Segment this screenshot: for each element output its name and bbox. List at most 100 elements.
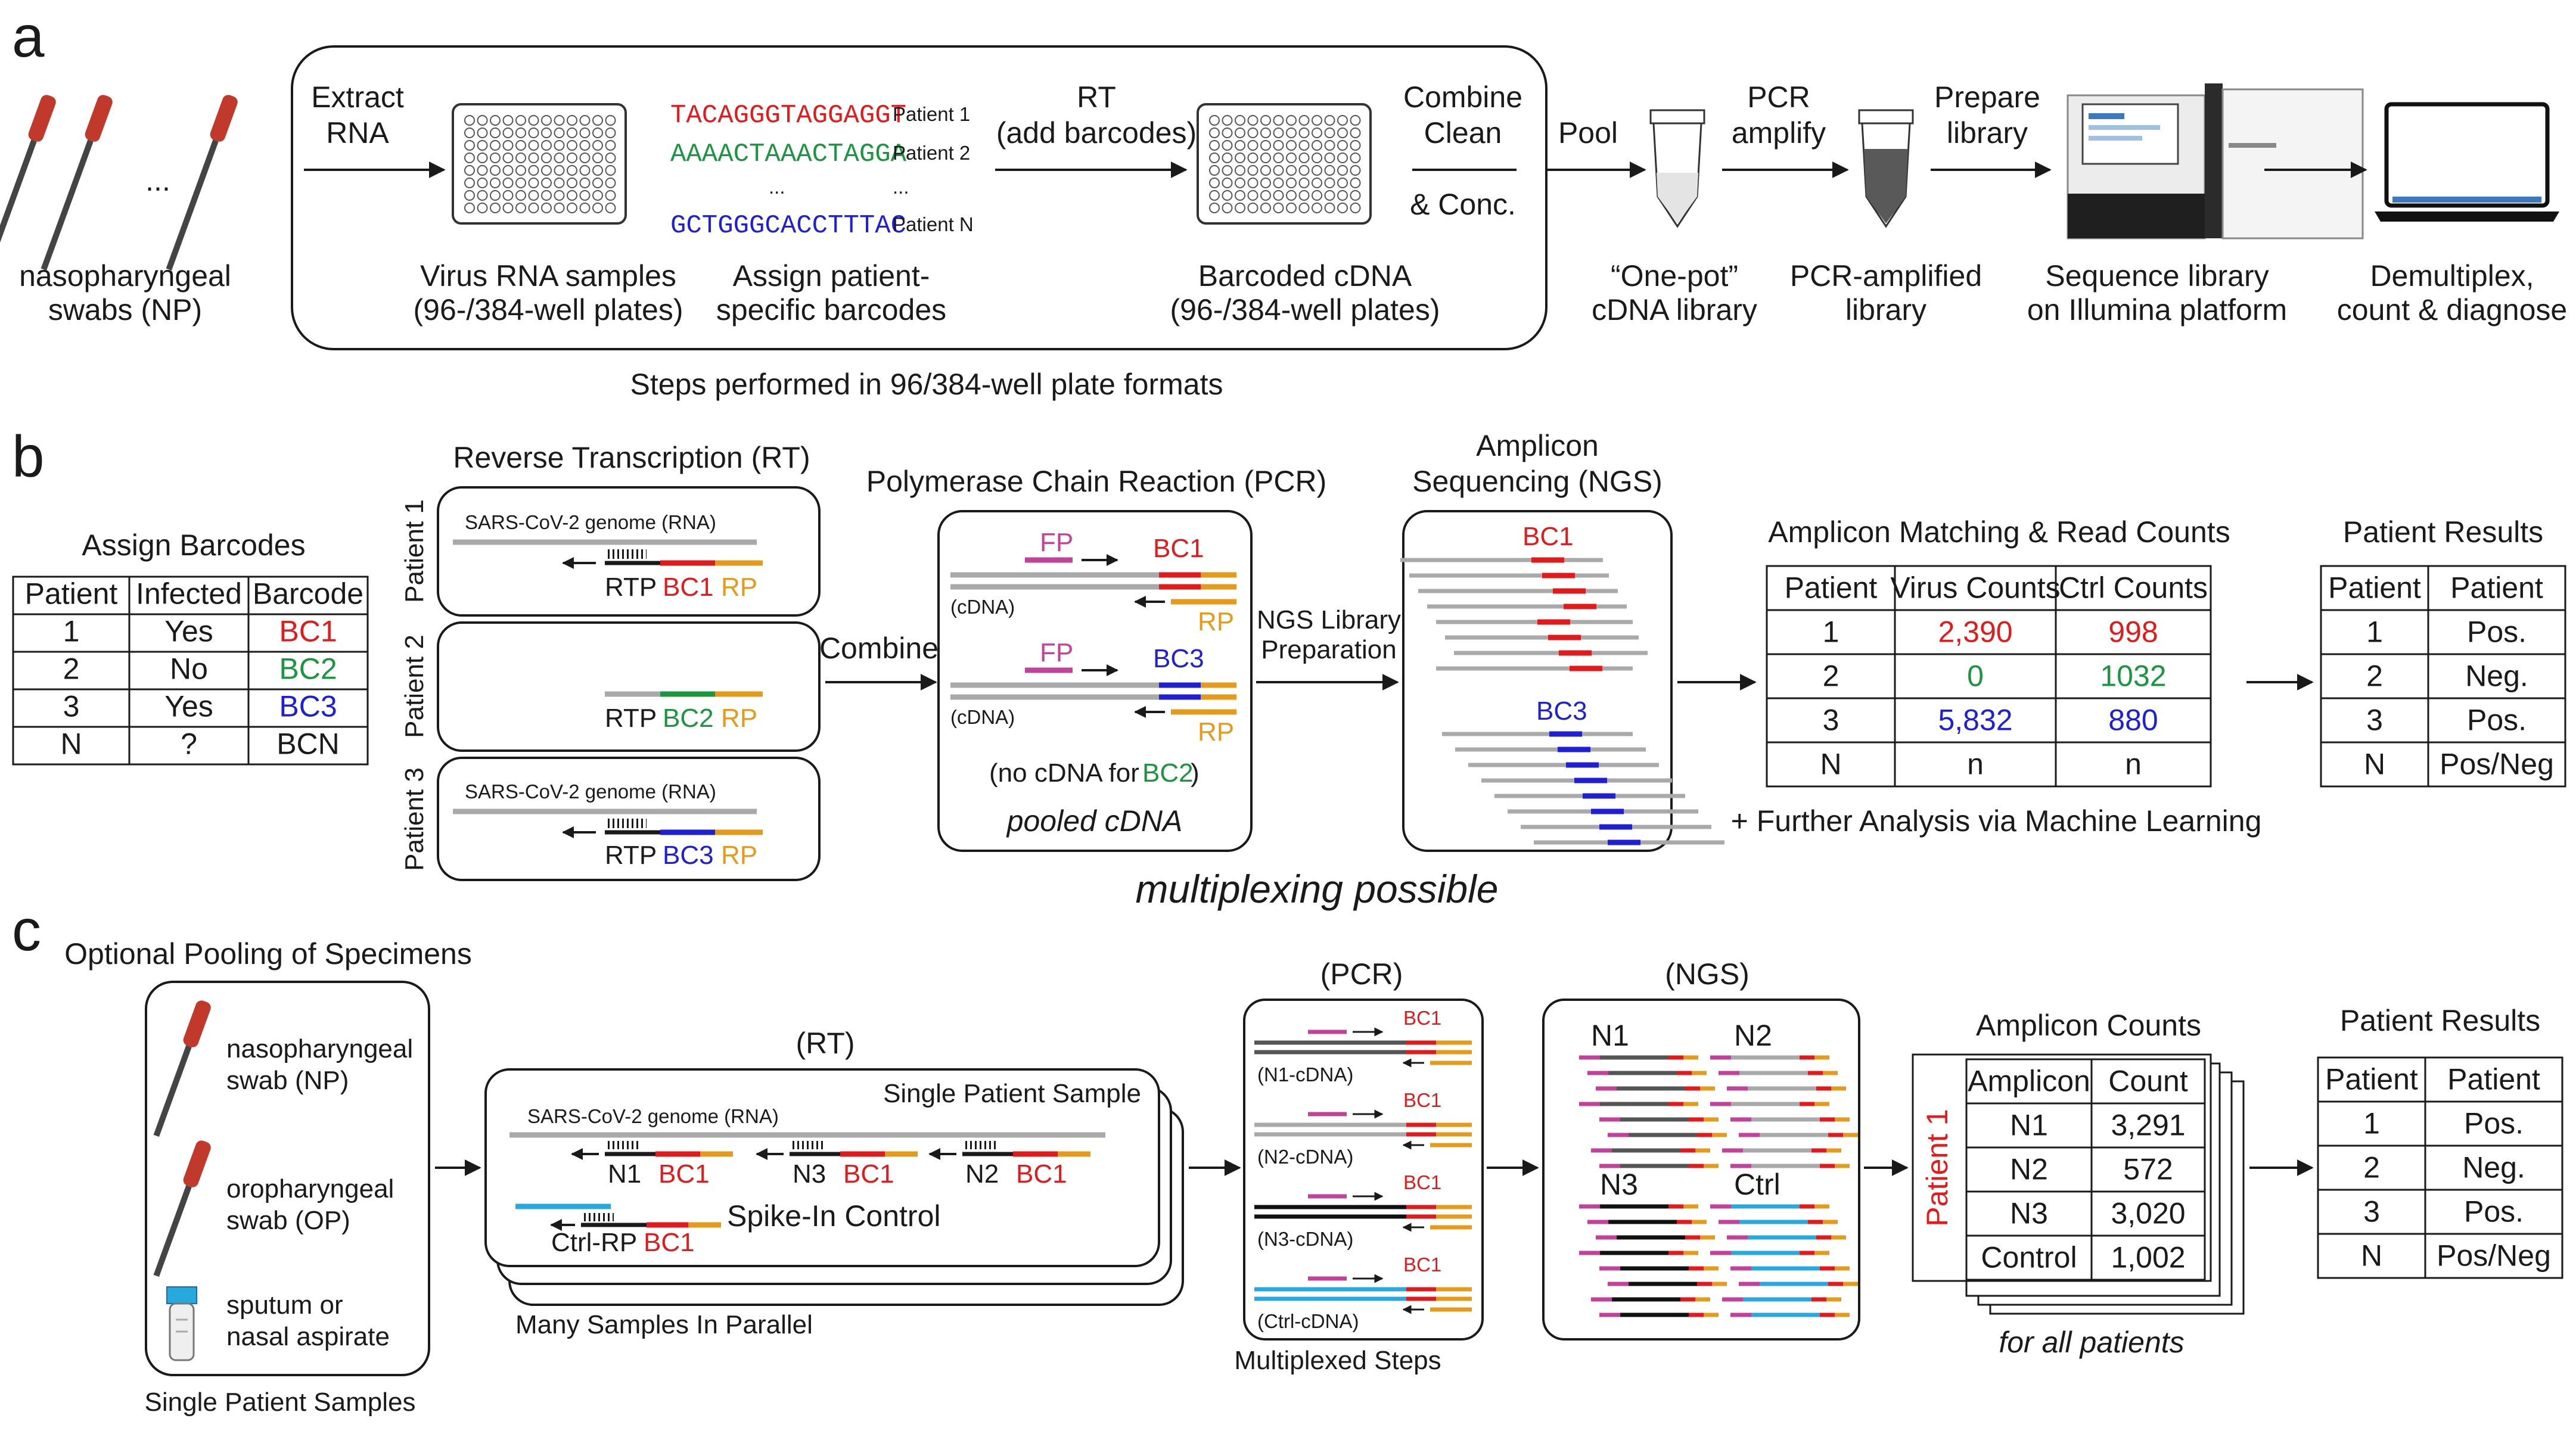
well [515,153,526,163]
well [1247,127,1259,138]
barcode-patient-n: Patient N [893,213,974,235]
well [528,165,539,176]
well [1222,115,1233,126]
target-label: N1 [608,1159,641,1189]
well [1273,190,1284,201]
table-cell: Pos/Neg [2440,747,2554,780]
assign-barcodes-table: Patient 1 2 3 N Infected Yes No Yes? Barcode BC1 BC… [12,576,369,766]
rt-box-patient-2 [437,621,821,752]
combine-label-2: Clean [1424,116,1502,150]
well [1260,203,1271,213]
well [464,190,475,201]
pcr-fp-2: FP [1040,638,1073,667]
table-cell: 1,002 [2111,1240,2185,1274]
well [502,127,514,138]
pcr-box [937,510,1253,852]
well [1324,115,1335,126]
well [1235,178,1245,188]
rt1-genome-label: SARS-CoV-2 genome (RNA) [465,511,716,533]
table-cell: 2 [63,652,80,685]
pcr-amplify-1: PCR [1747,80,1810,114]
well [1273,178,1284,188]
well [554,140,565,151]
well [1312,203,1322,213]
well [502,140,514,151]
pcr-cdna-1: (cDNA) [950,596,1015,618]
well [464,165,475,176]
table-cell: 3 [63,689,80,723]
well [1350,115,1361,126]
table-header: Patient [2447,1062,2540,1096]
table-cell: N [2364,747,2385,780]
barcode-seq-n: GCTGGGCACCTTTAC [670,211,906,241]
well [579,190,591,201]
well [477,153,488,163]
table-header: Ctrl Counts [2059,571,2208,604]
well [541,165,552,176]
panel-b-label: b [12,424,45,489]
well [1273,203,1284,213]
table-cell: n [1967,747,1984,780]
ngs-bc1-label: BC1 [1522,522,1574,551]
well [477,178,488,188]
well [541,153,552,163]
well [1209,165,1220,176]
well [1273,153,1284,163]
table-cell: ? [181,727,197,760]
well [1324,165,1335,176]
table-cell: BC3 [279,689,337,723]
table-cell: 1 [1823,615,1839,648]
ctrl-bc1-label: BC1 [644,1228,695,1257]
well [1350,190,1361,201]
rt2-bc2-label: BC2 [663,704,714,733]
well [1350,178,1361,188]
rt3-rtp: RTP [605,841,657,870]
table-cell: BCN [276,727,340,760]
np-label-1: nasopharyngeal [226,1034,413,1063]
well [1209,115,1220,126]
well [1298,127,1310,138]
table-cell: N [2361,1239,2382,1272]
well [1286,178,1297,188]
well [554,203,565,213]
well [464,203,475,213]
well [1286,165,1297,176]
well [567,165,577,176]
well [605,127,616,138]
well [1298,140,1310,151]
rt-patient-1-label: Patient 1 [400,499,429,603]
pcr-lib-2: library [1845,293,1926,326]
table-cell: Pos. [2467,615,2527,648]
well [528,190,539,201]
demux-2: count & diagnose [2337,293,2567,326]
pool-label: Pool [1558,116,1618,150]
ngs-group-n1: N1 [1591,1019,1629,1052]
extract-label-2: RNA [326,116,389,150]
well [554,165,565,176]
ngs-c-title: (NGS) [1665,957,1750,991]
barcoded-label-1: Barcoded cDNA [1198,259,1412,293]
well [1337,203,1348,213]
matching-title: Amplicon Matching & Read Counts [1768,515,2230,549]
laptop-icon [2375,102,2559,222]
well [1260,140,1271,151]
table-cell: 2 [2366,659,2383,692]
table-cell: Yes [164,614,213,648]
well [541,127,552,138]
well [490,115,501,126]
sputum-label-1: sputum or [226,1290,343,1320]
table-header: Patient [2328,571,2421,604]
well [464,140,475,151]
rt3-bc3-label: BC3 [663,841,714,870]
results-b-table: Patient 1 2 3 N Patient Pos. Neg. Pos. Pos/Neg [2320,565,2566,788]
plate-steps-box [291,45,1548,350]
table-header: Patient [2325,1062,2418,1096]
pcr-c-amplicons: BC1 (N1-cDNA) BC1 (N2-cDNA) BC1 (N3-cDNA) BC1 (… [1254,1007,1472,1332]
patient1-vertical-label: Patient 1 [1921,1109,1954,1226]
table-cell: 1 [2363,1106,2380,1140]
target-label: N3 [793,1159,826,1189]
table-cell: N [60,727,82,760]
well [567,190,577,201]
counts-card [1912,1053,2212,1282]
table-cell: 3,291 [2111,1108,2185,1142]
